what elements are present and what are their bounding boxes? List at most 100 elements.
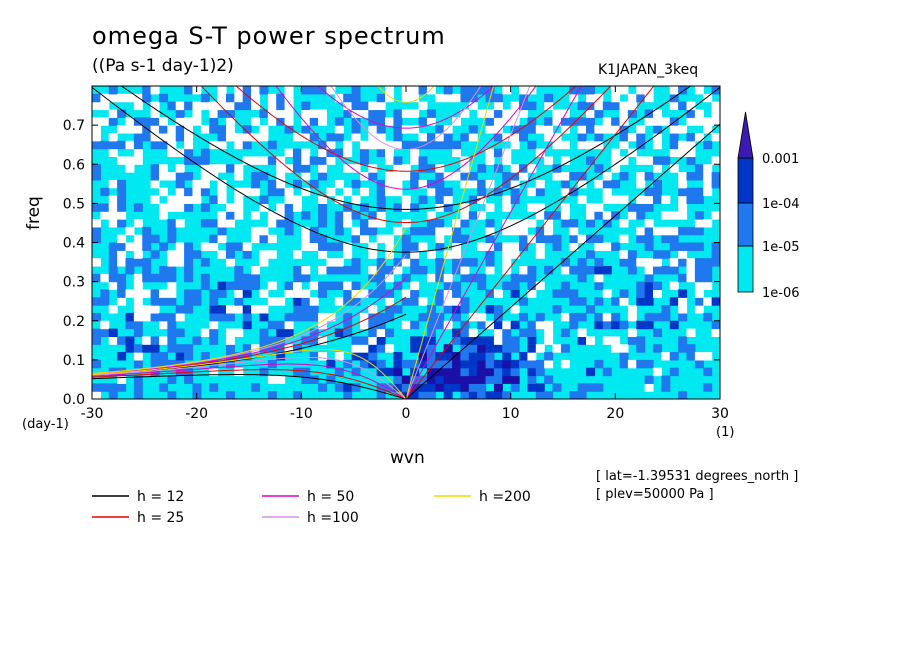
heatmap-cell <box>560 211 570 220</box>
heatmap-cell <box>569 172 579 181</box>
heatmap-cell <box>694 164 704 173</box>
heatmap-cell <box>276 352 286 361</box>
heatmap-cell <box>619 109 629 118</box>
heatmap-cell <box>175 164 185 173</box>
heatmap-cell <box>502 258 512 267</box>
heatmap-cell <box>167 234 177 244</box>
rossby-curve-h12 <box>92 374 407 399</box>
heatmap-cell <box>586 86 595 95</box>
heatmap-cell <box>351 352 361 361</box>
heatmap-cell <box>418 297 428 306</box>
heatmap-cell <box>653 164 662 173</box>
heatmap-cell <box>184 344 194 353</box>
heatmap-cell <box>435 312 445 322</box>
heatmap-cell <box>150 305 160 314</box>
heatmap-cell <box>502 179 512 189</box>
heatmap-cell <box>460 273 470 283</box>
heatmap-cell <box>703 352 713 361</box>
heatmap-cell <box>376 117 386 126</box>
heatmap-cell <box>452 258 462 267</box>
heatmap-cell <box>351 265 361 275</box>
heatmap-cell <box>267 336 277 345</box>
heatmap-cell <box>359 320 369 330</box>
heatmap-cell <box>493 289 503 298</box>
heatmap-cell <box>619 140 629 150</box>
heatmap-cell <box>510 375 520 384</box>
heatmap-cell <box>560 289 570 298</box>
heatmap-cell <box>217 226 227 236</box>
heatmap-cell <box>225 344 235 353</box>
heatmap-cell <box>393 265 403 275</box>
heatmap-cell <box>267 281 277 291</box>
heatmap-cell <box>694 289 704 298</box>
heatmap-cell <box>602 336 612 345</box>
heatmap-cell <box>150 125 160 134</box>
heatmap-cell <box>117 352 127 361</box>
heatmap-cell <box>527 265 537 275</box>
heatmap-cell <box>209 242 219 251</box>
heatmap-cell <box>301 125 311 134</box>
heatmap-cell <box>477 352 487 361</box>
heatmap-cell <box>192 250 202 259</box>
heatmap-cell <box>661 352 671 361</box>
heatmap-cell <box>410 367 420 377</box>
heatmap-cell <box>100 203 110 212</box>
heatmap-cell <box>627 312 637 322</box>
heatmap-cell <box>535 344 545 353</box>
heatmap-cell <box>694 273 704 283</box>
heatmap-cell <box>636 203 646 212</box>
heatmap-cell <box>711 258 720 267</box>
heatmap-cell <box>351 281 361 291</box>
heatmap-cell <box>234 265 244 275</box>
heatmap-cell <box>142 273 152 283</box>
heatmap-cell <box>117 273 127 283</box>
heatmap-cell <box>251 172 261 181</box>
heatmap-cell <box>150 289 160 298</box>
heatmap-cell <box>602 265 612 275</box>
heatmap-cell <box>125 125 135 134</box>
heatmap-cell <box>694 305 704 314</box>
heatmap-cell <box>460 297 470 306</box>
heatmap-cell <box>468 352 478 361</box>
heatmap-cell <box>644 359 654 369</box>
heatmap-cell <box>209 172 219 181</box>
heatmap-cell <box>167 320 177 330</box>
heatmap-cell <box>376 281 386 291</box>
heatmap-cell <box>301 367 311 377</box>
kelvin-curve-h200 <box>405 86 495 399</box>
heatmap-cell <box>301 312 311 322</box>
heatmap-cell <box>217 125 227 134</box>
heatmap-cell <box>108 328 118 337</box>
y-tick-label: 0.2 <box>63 314 85 330</box>
heatmap-cell <box>636 125 646 134</box>
heatmap-cell <box>301 234 311 244</box>
heatmap-cell <box>544 211 554 220</box>
heatmap-cell <box>460 391 470 399</box>
heatmap-cell <box>443 250 453 259</box>
heatmap-cell <box>225 305 235 314</box>
heatmap-cell <box>217 164 227 173</box>
heatmap-cell <box>619 117 629 126</box>
heatmap-cell <box>577 195 587 204</box>
heatmap-cell <box>594 203 604 212</box>
heatmap-cell <box>502 109 512 118</box>
heatmap-cell <box>510 242 520 251</box>
heatmap-cell <box>460 336 470 345</box>
heatmap-cell <box>502 148 512 158</box>
heatmap-cell <box>694 297 704 306</box>
heatmap-cell <box>435 179 445 189</box>
heatmap-cell <box>510 305 520 314</box>
heatmap-cell <box>426 109 436 118</box>
heatmap-cell <box>535 148 545 158</box>
heatmap-cell <box>234 140 244 150</box>
heatmap-cell <box>133 344 143 353</box>
heatmap-cell <box>519 109 529 118</box>
heatmap-cell <box>560 265 570 275</box>
heatmap-cell <box>343 219 353 228</box>
heatmap-cell <box>477 344 487 353</box>
heatmap-cell <box>217 179 227 189</box>
heatmap-cell <box>184 265 194 275</box>
heatmap-cell <box>175 132 185 142</box>
heatmap-cell <box>209 367 219 377</box>
heatmap-cell <box>611 195 621 204</box>
